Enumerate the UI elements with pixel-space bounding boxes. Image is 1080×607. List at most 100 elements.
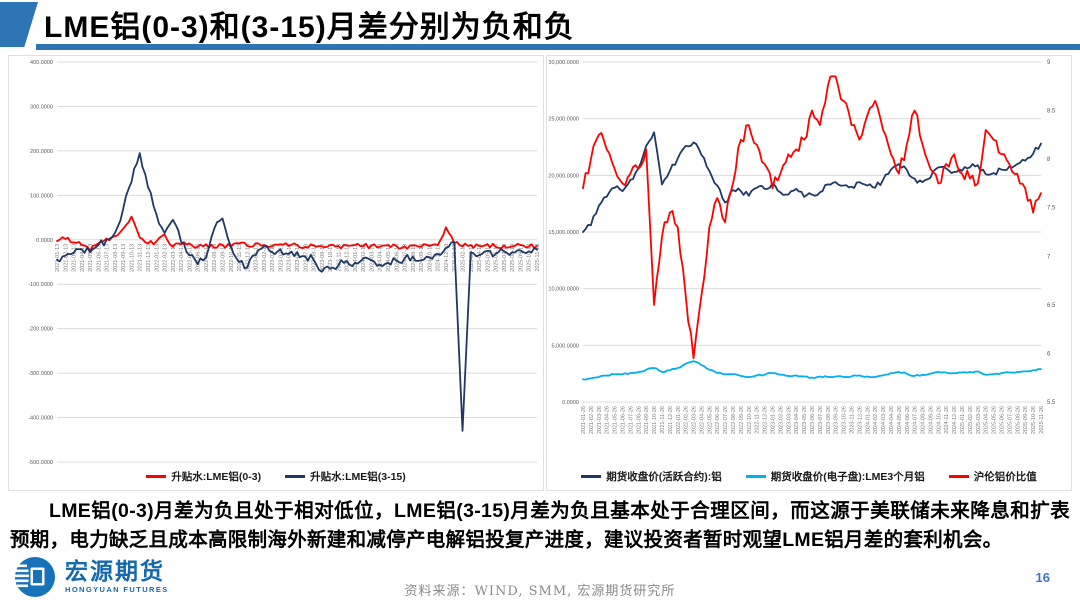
svg-text:7: 7 (1047, 254, 1051, 260)
svg-text:2024-09-13: 2024-09-13 (419, 244, 425, 272)
svg-text:2025-11-26: 2025-11-26 (1039, 406, 1045, 434)
svg-text:2023-02-13: 2023-02-13 (262, 244, 268, 272)
svg-text:2023-03-26: 2023-03-26 (786, 406, 792, 434)
svg-text:2024-06-26: 2024-06-26 (905, 406, 911, 434)
svg-text:2023-05-26: 2023-05-26 (802, 406, 808, 434)
svg-text:2022-09-26: 2022-09-26 (739, 406, 745, 434)
svg-text:2021-12-13: 2021-12-13 (146, 244, 152, 272)
svg-text:6: 6 (1047, 351, 1051, 357)
svg-text:2025-05-13: 2025-05-13 (485, 244, 491, 272)
svg-text:2023-06-26: 2023-06-26 (810, 406, 816, 434)
lme-spread-chart-panel: 400.0000 300.0000 200.0000 100.0000 0.0000 -1… (8, 55, 544, 491)
svg-text:2021-11-13: 2021-11-13 (138, 244, 144, 272)
svg-text:2022-11-13: 2022-11-13 (237, 244, 243, 272)
legend-label: 沪伦铝价比值 (973, 471, 1037, 483)
company-logo: 宏源期货 HONGYUAN FUTURES (14, 556, 169, 598)
svg-text:2022-03-26: 2022-03-26 (692, 406, 698, 434)
svg-text:2022-11-26: 2022-11-26 (755, 406, 761, 434)
svg-text:2024-01-13: 2024-01-13 (353, 244, 359, 272)
svg-text:2024-04-13: 2024-04-13 (378, 244, 384, 272)
svg-text:2021-12-26: 2021-12-26 (668, 406, 674, 434)
svg-text:2025-10-13: 2025-10-13 (527, 244, 533, 272)
svg-text:2022-06-13: 2022-06-13 (196, 244, 202, 272)
globe-logo-icon (15, 557, 55, 597)
svg-text:2022-12-13: 2022-12-13 (245, 244, 251, 272)
svg-text:0.0000: 0.0000 (36, 238, 53, 244)
svg-text:2022-01-26: 2022-01-26 (676, 406, 682, 434)
svg-text:2021-09-26: 2021-09-26 (644, 406, 650, 434)
svg-text:2024-10-26: 2024-10-26 (936, 406, 942, 434)
svg-text:2025-08-26: 2025-08-26 (1015, 406, 1021, 434)
logo-chinese-name: 宏源期货 (65, 558, 165, 585)
title-underline (36, 44, 1080, 50)
title-accent-shape (0, 2, 38, 47)
svg-text:-100.0000: -100.0000 (28, 282, 53, 288)
svg-text:2024-09-26: 2024-09-26 (928, 406, 934, 434)
svg-text:2023-07-26: 2023-07-26 (818, 406, 824, 434)
svg-text:15,000.0000: 15,000.0000 (548, 230, 579, 236)
svg-text:2024-02-26: 2024-02-26 (873, 406, 879, 434)
svg-text:-400.0000: -400.0000 (28, 416, 53, 422)
svg-text:-300.0000: -300.0000 (28, 371, 53, 377)
svg-text:2021-07-26: 2021-07-26 (628, 406, 634, 434)
page-number: 16 (1035, 570, 1050, 585)
legend-item: 期货收盘价(活跃合约):铝 (581, 469, 722, 484)
svg-text:2025-06-26: 2025-06-26 (1000, 406, 1006, 434)
svg-text:2025-02-13: 2025-02-13 (461, 244, 467, 272)
svg-text:2023-01-13: 2023-01-13 (254, 244, 260, 272)
svg-text:2024-03-13: 2024-03-13 (369, 244, 375, 272)
svg-text:-200.0000: -200.0000 (28, 327, 53, 333)
svg-text:2024-05-13: 2024-05-13 (386, 244, 392, 272)
svg-text:2023-04-26: 2023-04-26 (794, 406, 800, 434)
svg-text:30,000.0000: 30,000.0000 (548, 60, 579, 66)
svg-text:2021-09-13: 2021-09-13 (121, 244, 127, 272)
svg-text:2023-11-13: 2023-11-13 (336, 244, 342, 272)
svg-text:2025-06-13: 2025-06-13 (494, 244, 500, 272)
svg-text:2023-04-13: 2023-04-13 (278, 244, 284, 272)
svg-text:7.5: 7.5 (1047, 206, 1056, 212)
lme-spread-chart-legend: 升贴水:LME铝(0-3) 升贴水:LME铝(3-15) (9, 469, 543, 484)
svg-text:2025-09-26: 2025-09-26 (1023, 406, 1029, 434)
svg-text:300.0000: 300.0000 (30, 104, 53, 110)
svg-text:2025-10-26: 2025-10-26 (1031, 406, 1037, 434)
svg-text:2021-06-26: 2021-06-26 (620, 406, 626, 434)
svg-text:2023-01-26: 2023-01-26 (771, 406, 777, 434)
svg-text:2022-03-13: 2022-03-13 (171, 244, 177, 272)
svg-text:2022-10-13: 2022-10-13 (229, 244, 235, 272)
svg-text:6.5: 6.5 (1047, 303, 1056, 309)
legend-item: 沪伦铝价比值 (948, 469, 1037, 484)
svg-text:2023-10-13: 2023-10-13 (328, 244, 334, 272)
svg-text:20,000.0000: 20,000.0000 (548, 173, 579, 179)
svg-text:2023-03-13: 2023-03-13 (270, 244, 276, 272)
svg-text:2022-10-26: 2022-10-26 (747, 406, 753, 434)
svg-text:2021-05-26: 2021-05-26 (613, 406, 619, 434)
svg-text:2023-12-13: 2023-12-13 (345, 244, 351, 272)
svg-text:2025-02-26: 2025-02-26 (968, 406, 974, 434)
svg-text:2021-04-13: 2021-04-13 (80, 244, 86, 272)
svg-text:2025-07-13: 2025-07-13 (502, 244, 508, 272)
svg-text:2021-02-26: 2021-02-26 (589, 406, 595, 434)
svg-text:2023-05-13: 2023-05-13 (287, 244, 293, 272)
svg-text:2025-04-13: 2025-04-13 (477, 244, 483, 272)
svg-text:0.0000: 0.0000 (562, 400, 579, 406)
svg-text:2024-06-13: 2024-06-13 (394, 244, 400, 272)
svg-text:2023-11-26: 2023-11-26 (849, 406, 855, 434)
svg-text:2024-05-26: 2024-05-26 (897, 406, 903, 434)
svg-text:2022-06-26: 2022-06-26 (715, 406, 721, 434)
svg-text:2024-04-26: 2024-04-26 (889, 406, 895, 434)
svg-text:2024-12-13: 2024-12-13 (444, 244, 450, 272)
svg-text:2025-09-13: 2025-09-13 (518, 244, 524, 272)
svg-text:2023-10-26: 2023-10-26 (842, 406, 848, 434)
svg-text:2025-05-26: 2025-05-26 (992, 406, 998, 434)
svg-text:2024-11-26: 2024-11-26 (944, 406, 950, 434)
svg-text:2022-08-13: 2022-08-13 (212, 244, 218, 272)
price-ratio-chart-panel: 30,000.0000 25,000.0000 20,000.0000 15,000.… (546, 55, 1072, 491)
svg-text:5.5: 5.5 (1047, 400, 1056, 406)
svg-text:2021-04-26: 2021-04-26 (605, 406, 611, 434)
svg-text:8: 8 (1047, 157, 1051, 163)
series-line (582, 131, 1042, 233)
svg-text:9: 9 (1047, 60, 1051, 66)
svg-text:2021-01-26: 2021-01-26 (581, 406, 587, 434)
page-title: LME铝(0-3)和(3-15)月差分别为负和负 (44, 11, 575, 44)
svg-text:2021-08-26: 2021-08-26 (636, 406, 642, 434)
